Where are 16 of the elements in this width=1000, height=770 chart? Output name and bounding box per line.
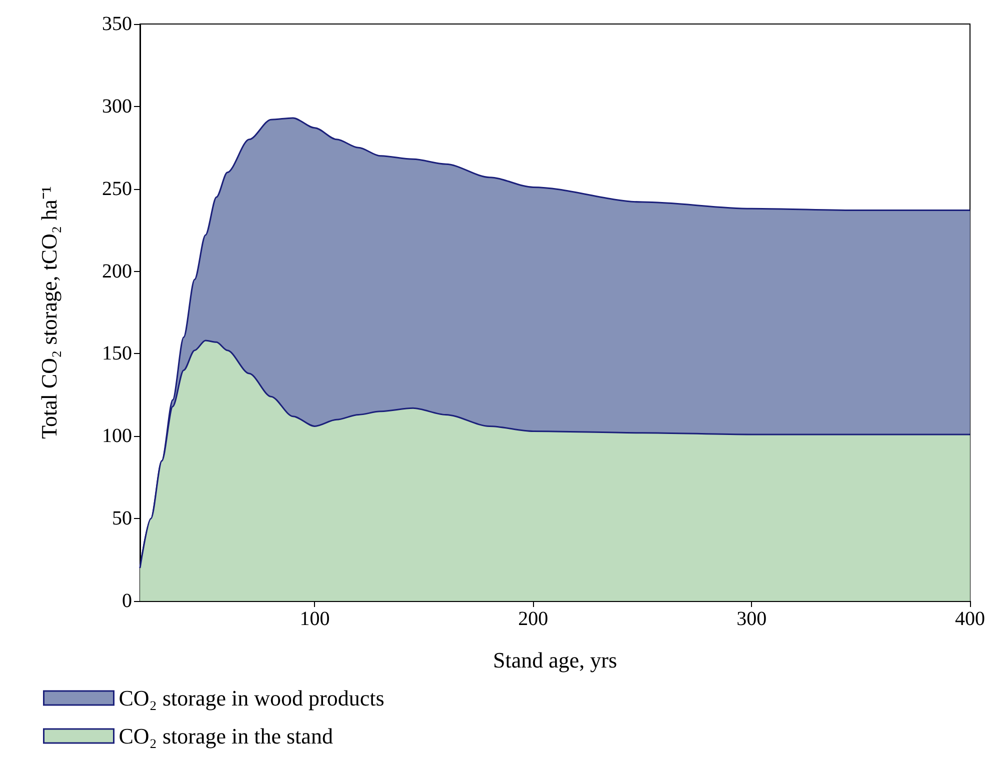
x-axis-title: Stand age, yrs xyxy=(492,648,618,672)
x-tick-label: 100 xyxy=(300,608,330,630)
x-tick-label: 300 xyxy=(736,608,767,630)
y-axis-title: Total CO₂ storage, tCO₂ ha⁻¹ xyxy=(36,186,62,439)
legend-label: CO₂ storage in wood products xyxy=(118,686,384,710)
x-tick-label: 400 xyxy=(955,608,985,630)
y-tick-label: 100 xyxy=(102,425,132,448)
y-tick-label: 300 xyxy=(102,95,132,118)
legend-label: CO₂ storage in the stand xyxy=(118,724,333,748)
y-tick-label: 350 xyxy=(102,13,132,35)
x-tick-label: 200 xyxy=(518,608,548,630)
y-tick-label: 50 xyxy=(112,508,132,530)
y-tick-label: 250 xyxy=(102,178,132,200)
y-tick-label: 200 xyxy=(102,260,132,282)
y-tick-label: 0 xyxy=(122,590,132,612)
y-tick-label: 150 xyxy=(102,342,132,365)
